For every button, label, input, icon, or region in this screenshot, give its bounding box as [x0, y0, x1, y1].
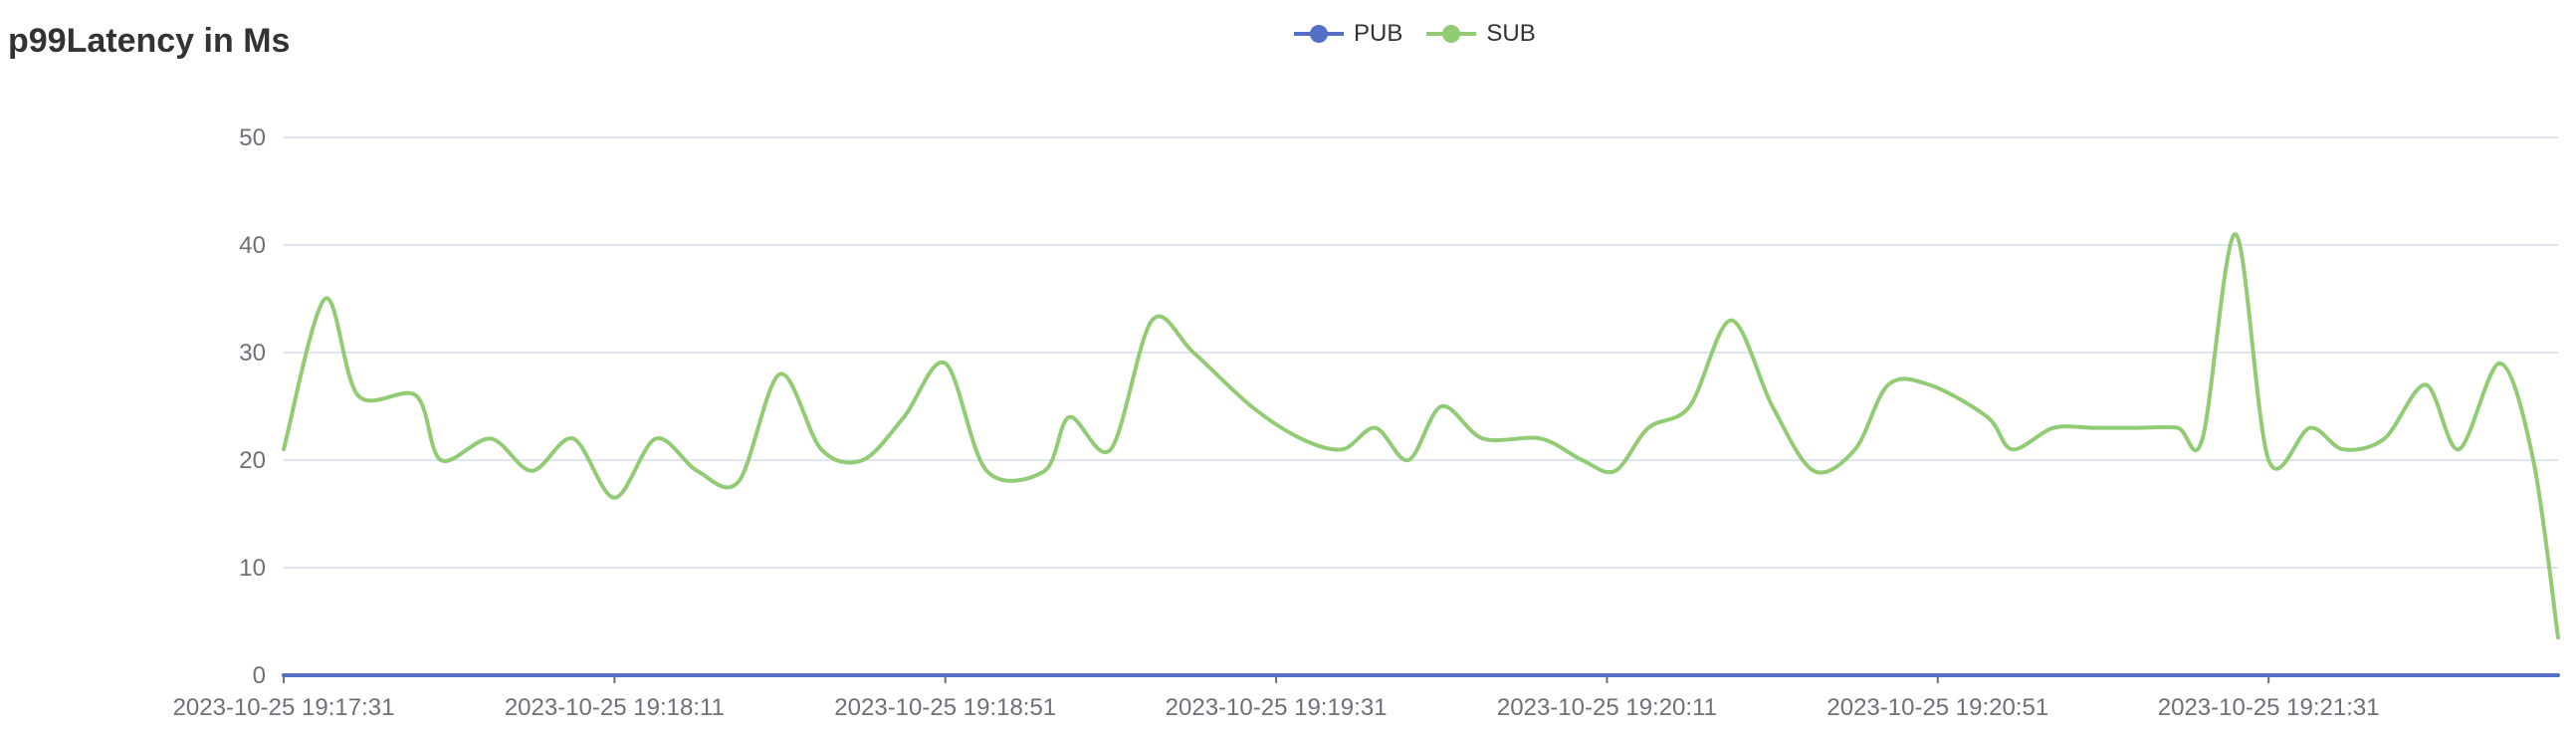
x-tick-label: 2023-10-25 19:17:31 — [173, 694, 395, 721]
legend-marker-pub — [1294, 25, 1344, 43]
y-tick-label: 50 — [239, 124, 266, 151]
y-tick-label: 0 — [253, 662, 266, 689]
y-tick-label: 40 — [239, 232, 266, 259]
y-tick-label: 30 — [239, 340, 266, 366]
chart-title: p99Latency in Ms — [8, 22, 291, 60]
legend: PUB SUB — [1294, 20, 1536, 48]
legend-label-sub: SUB — [1486, 20, 1536, 47]
x-tick-label: 2023-10-25 19:21:31 — [2158, 694, 2380, 721]
x-tick-label: 2023-10-25 19:19:31 — [1166, 694, 1388, 721]
x-tick-label: 2023-10-25 19:20:11 — [1497, 694, 1717, 721]
legend-item-sub[interactable]: SUB — [1426, 20, 1536, 48]
y-tick-label: 20 — [239, 447, 266, 474]
y-tick-label: 10 — [239, 555, 266, 582]
legend-item-pub[interactable]: PUB — [1294, 20, 1402, 48]
legend-label-pub: PUB — [1354, 20, 1403, 47]
x-tick-label: 2023-10-25 19:18:51 — [834, 694, 1056, 721]
legend-marker-sub — [1426, 25, 1477, 43]
x-tick-label: 2023-10-25 19:18:11 — [505, 694, 725, 721]
series-line-sub — [282, 232, 2560, 640]
x-tick-label: 2023-10-25 19:20:51 — [1826, 694, 2048, 721]
